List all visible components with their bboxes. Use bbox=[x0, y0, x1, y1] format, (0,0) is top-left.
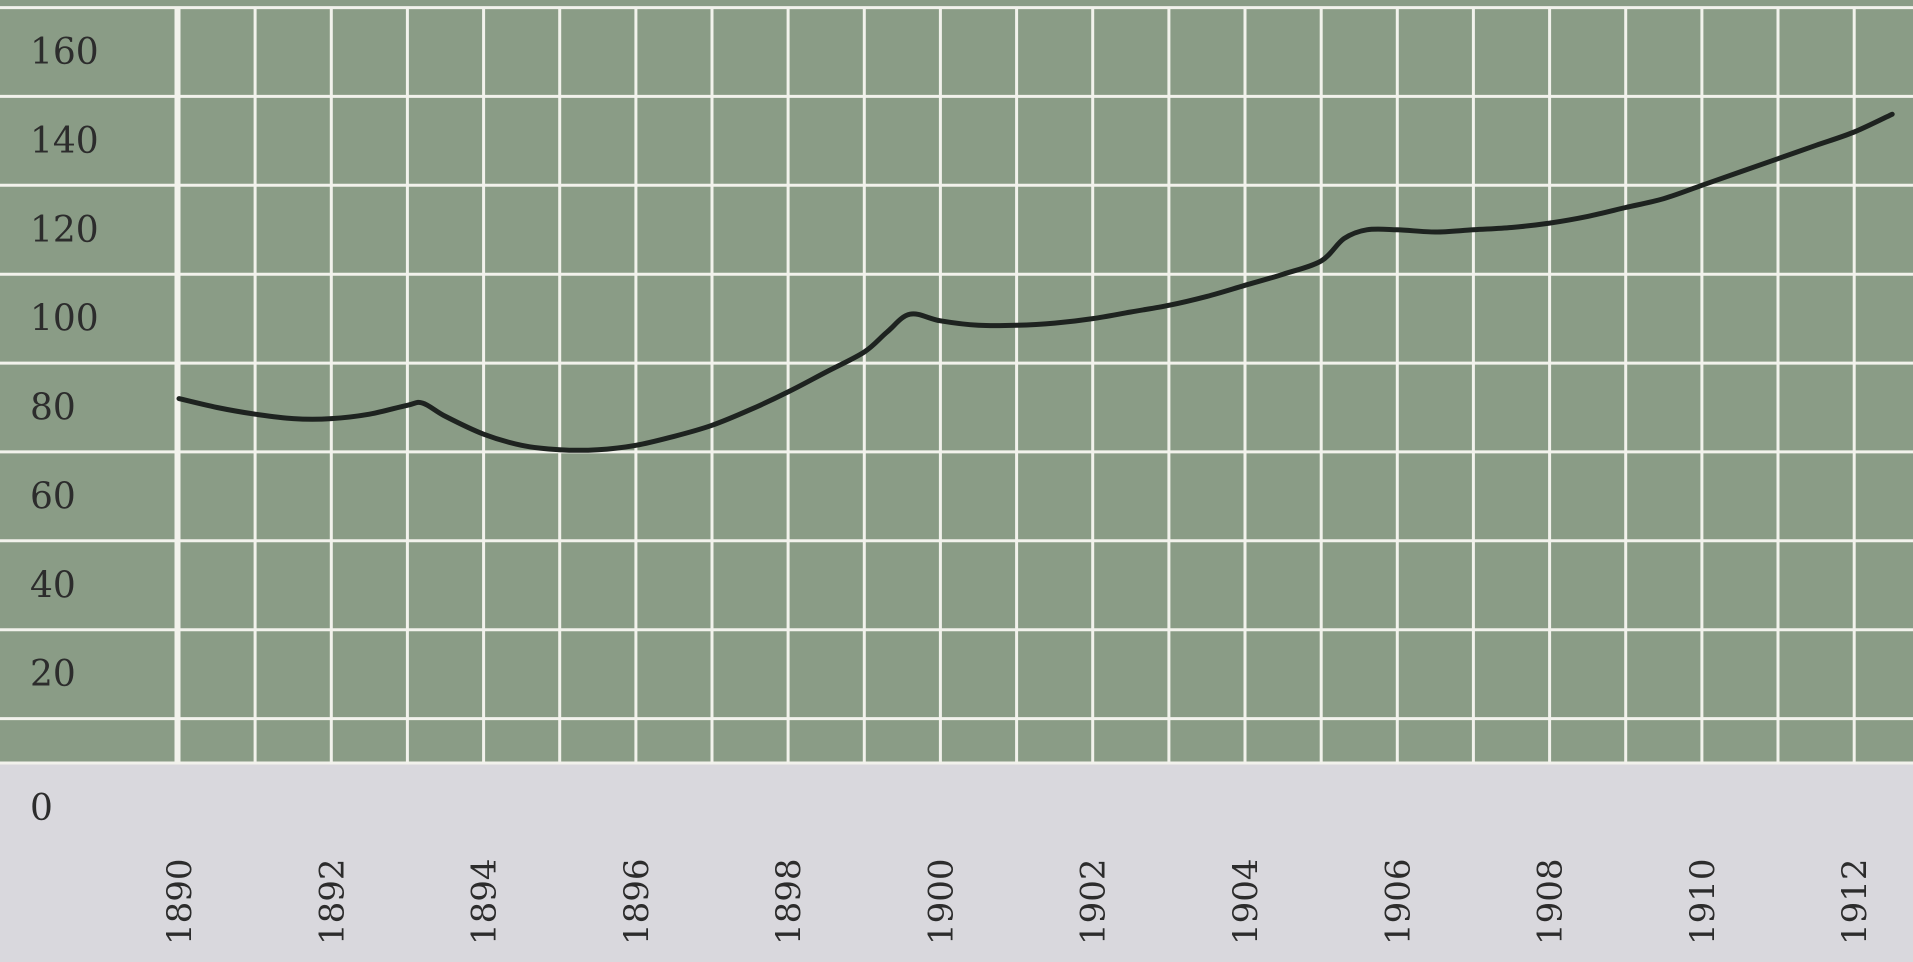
y-tick-label: 80 bbox=[30, 388, 76, 429]
y-tick-label: 100 bbox=[30, 299, 99, 340]
grid bbox=[0, 6, 1913, 765]
x-tick-label: 1902 bbox=[1074, 858, 1114, 945]
x-tick-label: 1896 bbox=[617, 858, 657, 945]
y-tick-label: 40 bbox=[30, 565, 76, 606]
x-tick-label: 1898 bbox=[769, 858, 809, 945]
x-tick-label: 1892 bbox=[312, 858, 352, 945]
y-tick-label: 0 bbox=[30, 788, 53, 829]
x-tick-label: 1908 bbox=[1531, 858, 1571, 945]
series bbox=[176, 111, 1895, 453]
x-tick-label: 1910 bbox=[1683, 858, 1723, 945]
y-tick-label: 20 bbox=[30, 654, 76, 695]
y-axis-ticks: 0 20 40 60 80 100 120 140 160 bbox=[30, 32, 99, 829]
x-axis-ticks: 1890 1892 1894 1896 1898 1900 1902 1904 1906 1908… bbox=[160, 858, 1875, 945]
y-tick-label: 120 bbox=[30, 210, 99, 251]
y-tick-label: 140 bbox=[30, 121, 99, 162]
x-tick-label: 1912 bbox=[1835, 858, 1875, 945]
x-tick-label: 1894 bbox=[465, 858, 505, 945]
x-tick-label: 1890 bbox=[160, 858, 200, 945]
y-tick-label: 160 bbox=[30, 32, 99, 73]
x-tick-label: 1904 bbox=[1226, 858, 1266, 945]
series-line bbox=[176, 111, 1895, 453]
x-tick-label: 1900 bbox=[921, 858, 961, 945]
plot-area bbox=[0, 0, 1913, 763]
x-tick-label: 1906 bbox=[1378, 858, 1418, 945]
y-tick-label: 60 bbox=[30, 476, 76, 517]
